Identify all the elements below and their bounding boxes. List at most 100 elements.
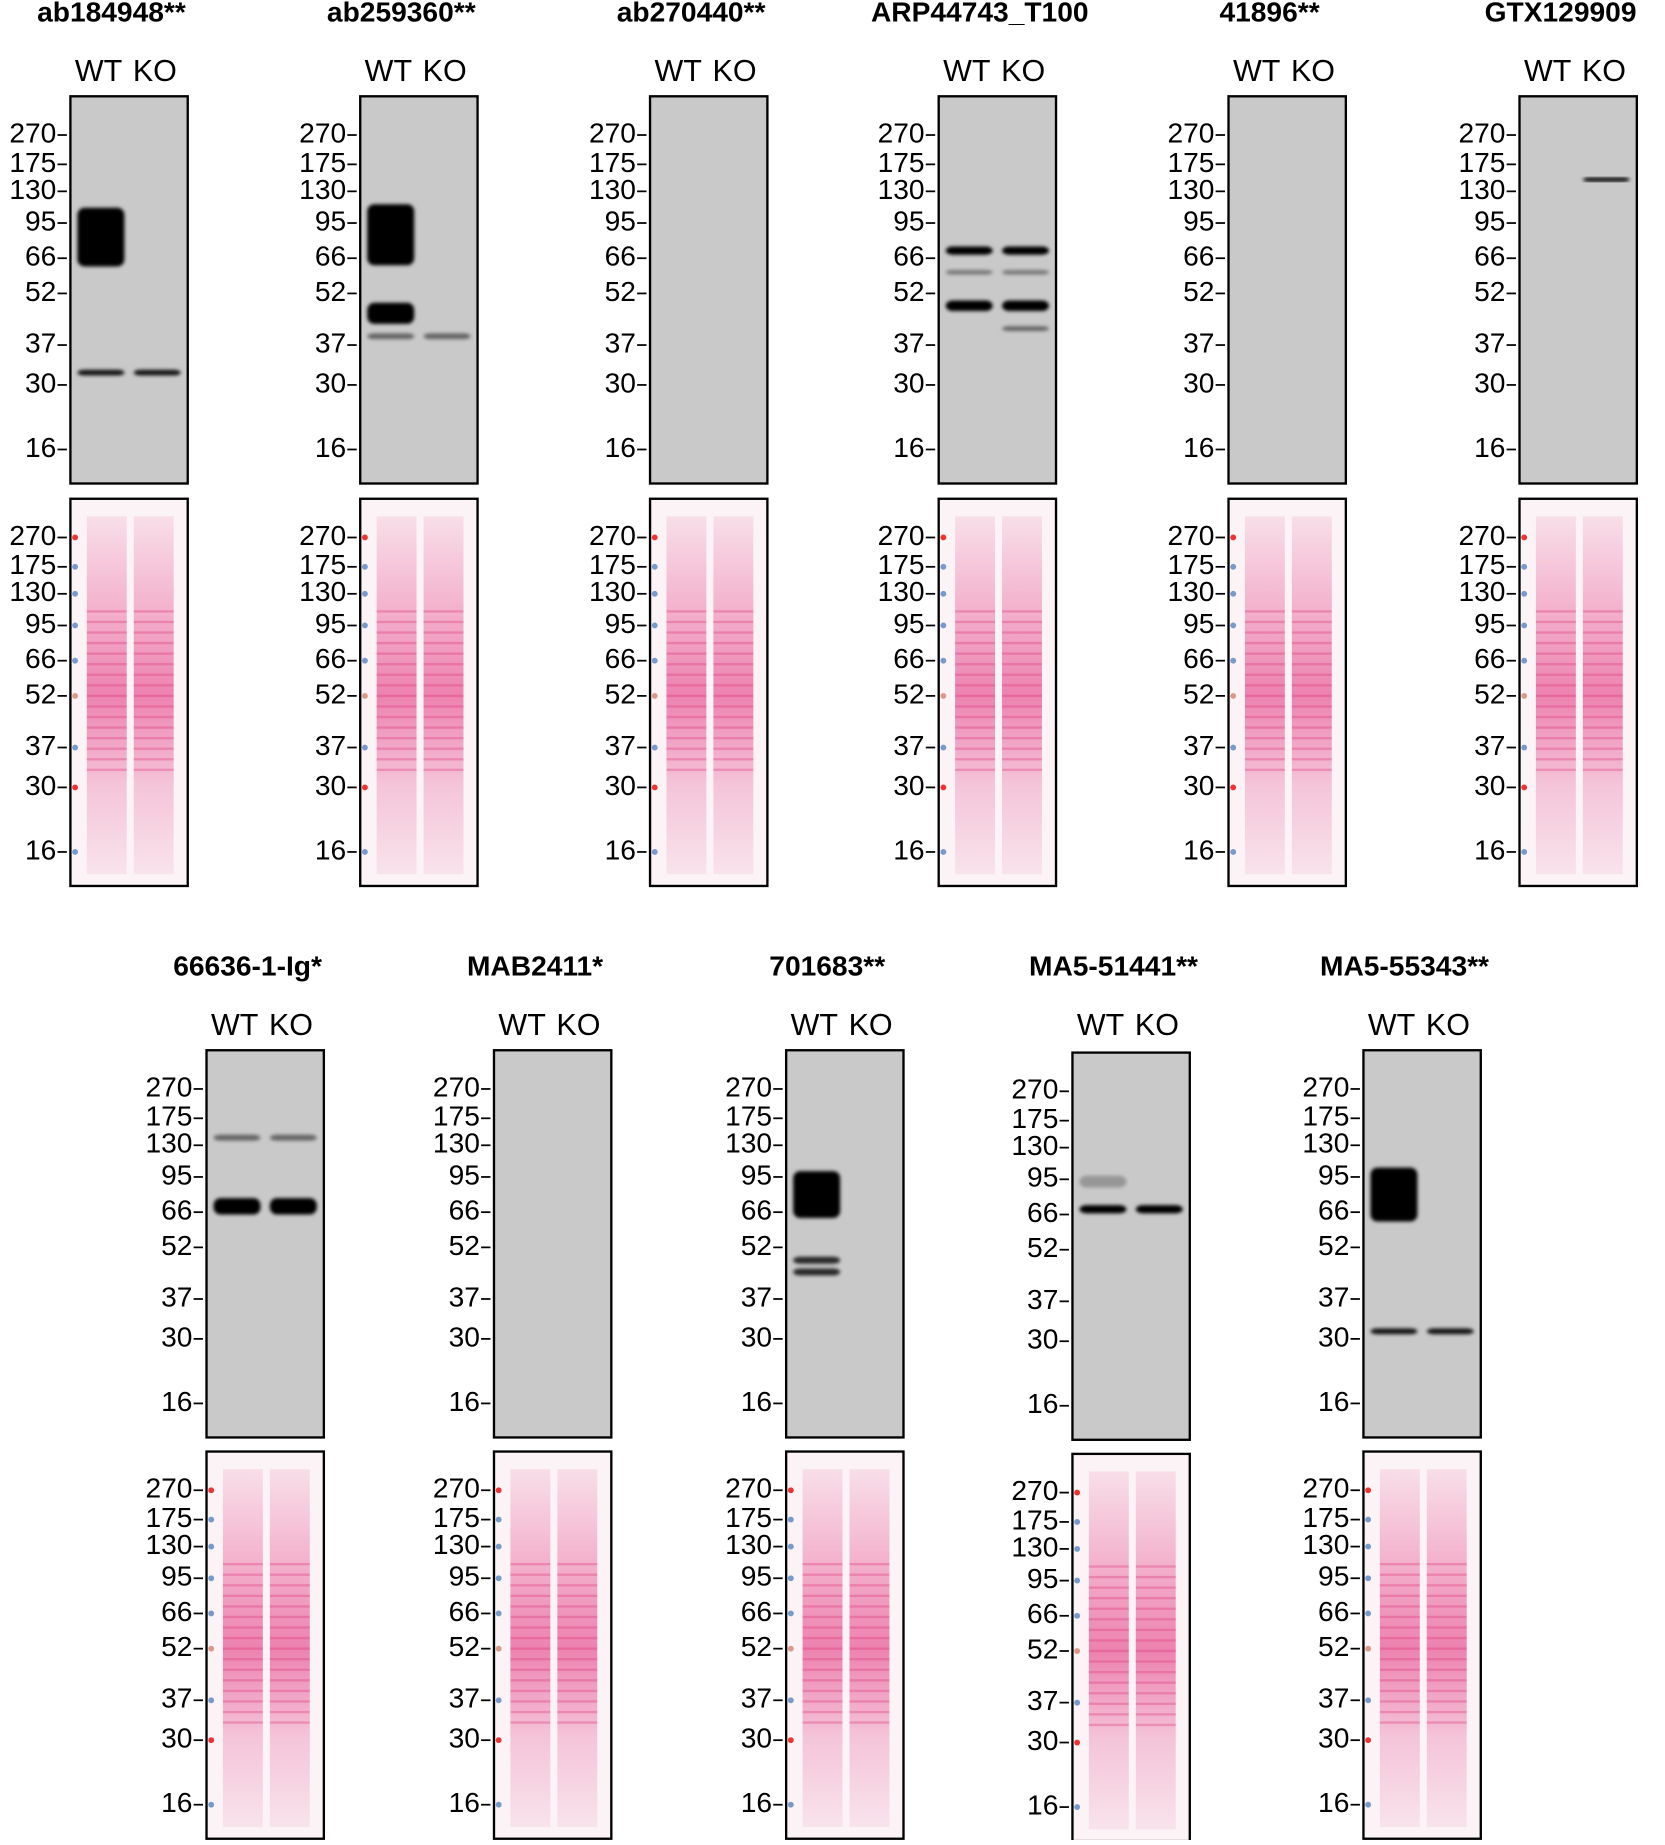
marker-label: 175 [1458, 147, 1505, 178]
marker-label: 95 [161, 1159, 192, 1190]
stain-band [1535, 747, 1576, 750]
marker-label: 52 [893, 276, 924, 307]
stain-band [1582, 684, 1623, 687]
stain-band [955, 684, 996, 687]
stain-band [1426, 1584, 1467, 1587]
stain-band [376, 747, 417, 750]
stain-band [222, 1721, 263, 1724]
stain-band [666, 620, 707, 624]
stain-band [1135, 1565, 1176, 1568]
marker-label: 95 [893, 205, 924, 236]
stain-band [269, 1647, 310, 1650]
stain-band [1426, 1721, 1467, 1724]
marker-label: 175 [1167, 147, 1214, 178]
stain-band [557, 1605, 598, 1608]
stain-band [86, 758, 127, 761]
marker-label: 37 [741, 1281, 772, 1312]
stain-band [1088, 1628, 1129, 1632]
stain-band [1002, 673, 1042, 676]
stain-band [376, 694, 417, 698]
marker-label: 52 [1027, 1232, 1058, 1263]
marker-label: 52 [741, 1230, 772, 1261]
stain-band [86, 663, 127, 666]
lane-label: KO [556, 1008, 600, 1042]
ladder-dot [787, 1516, 794, 1523]
stain-band [423, 620, 464, 624]
stain-band [1088, 1660, 1129, 1663]
ladder-dot [1230, 622, 1237, 629]
stain-band [557, 1563, 598, 1566]
marker-label: 16 [1027, 1388, 1058, 1419]
marker-label: 16 [449, 1386, 480, 1417]
marker-label: 30 [161, 1723, 192, 1754]
ladder-dot [940, 849, 947, 855]
stain-band [1535, 694, 1576, 698]
stain-band [802, 1584, 843, 1587]
marker-label: 175 [299, 549, 346, 580]
stain-band [423, 694, 464, 698]
stain-band [1426, 1594, 1467, 1598]
stain-lane [713, 516, 754, 875]
stain-band [955, 663, 996, 666]
marker-label: 30 [741, 1723, 772, 1754]
stain-band [133, 620, 174, 624]
marker-label: 52 [161, 1631, 192, 1662]
marker-label: 52 [161, 1230, 192, 1261]
stain-band [510, 1594, 551, 1598]
marker-label: 37 [1183, 730, 1214, 761]
stain-band [1379, 1615, 1420, 1619]
panel-title: 41896** [1219, 0, 1319, 28]
marker-label: 16 [315, 432, 346, 463]
stain-lane [666, 516, 707, 875]
ladder-dot [495, 1737, 502, 1744]
marker-label: 16 [741, 1787, 772, 1818]
ladder-dot [72, 534, 79, 541]
ladder-dot [787, 1645, 794, 1652]
stain-band [1535, 673, 1576, 676]
stain-band [1535, 736, 1576, 740]
stain-band [1379, 1721, 1420, 1724]
blot [492, 1049, 613, 1439]
ladder-dot [787, 1737, 794, 1744]
marker-label: 175 [878, 147, 925, 178]
band [1002, 246, 1049, 255]
marker-label: 30 [741, 1321, 772, 1352]
ladder-dot [1230, 657, 1237, 664]
marker-label: 52 [25, 276, 56, 307]
marker-label: 52 [605, 276, 636, 307]
stain-band [1426, 1679, 1467, 1682]
marker-label: 52 [1318, 1631, 1349, 1662]
marker-label: 66 [741, 1195, 772, 1226]
ladder-dot [1074, 1545, 1081, 1552]
stain-band [1244, 694, 1285, 698]
stain-band [222, 1615, 263, 1619]
stain-lane [1291, 516, 1332, 875]
marker-label: 16 [25, 834, 56, 865]
lane-label: WT [75, 54, 122, 88]
stain-band [1291, 641, 1332, 645]
lane-label: KO [133, 54, 177, 88]
stain-band [849, 1700, 890, 1703]
ladder-dot [495, 1801, 502, 1808]
band [1002, 300, 1049, 312]
marker-label: 175 [1302, 1502, 1349, 1533]
stain-band [269, 1668, 310, 1671]
ladder-dot [495, 1487, 502, 1494]
stain-band [1426, 1689, 1467, 1693]
marker-label: 16 [449, 1787, 480, 1818]
marker-label: 130 [878, 174, 925, 205]
marker-label: 37 [25, 730, 56, 761]
stain-band [802, 1679, 843, 1682]
marker-label: 130 [725, 1128, 772, 1159]
stain-band [849, 1658, 890, 1661]
marker-label: 52 [893, 678, 924, 709]
stain-band [133, 610, 174, 613]
marker-label: 130 [878, 576, 925, 607]
stain-band [133, 684, 174, 687]
stain-band [222, 1636, 263, 1640]
blot [648, 95, 769, 485]
bands [793, 1171, 841, 1276]
marker-label: 95 [25, 205, 56, 236]
